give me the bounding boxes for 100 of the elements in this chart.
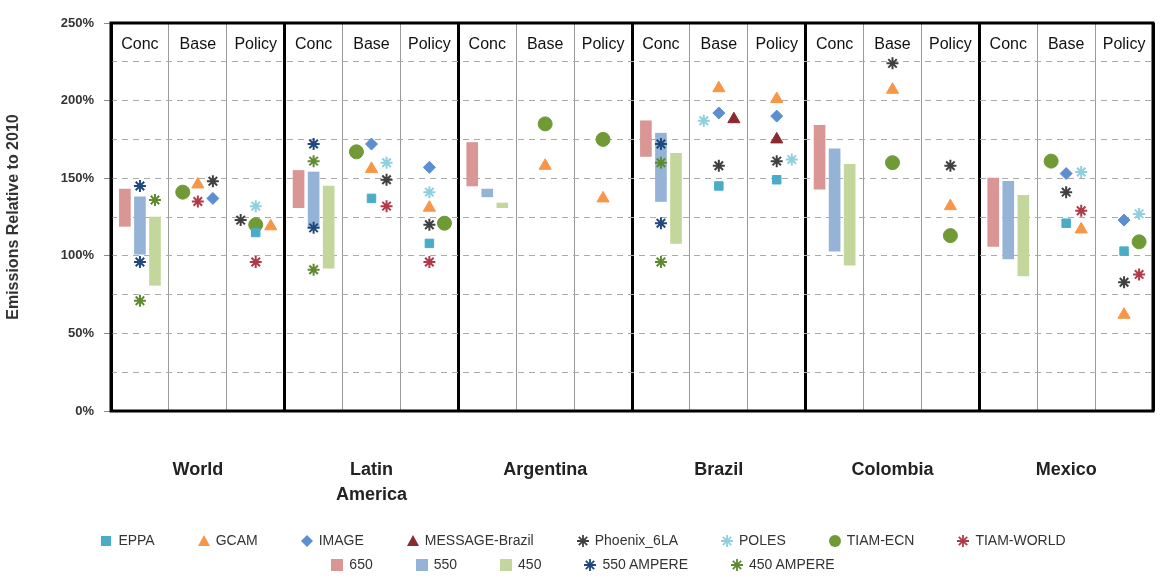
x-tick-label: Base [526, 35, 564, 53]
point [596, 190, 610, 203]
point [885, 56, 900, 71]
point [942, 228, 958, 244]
point [248, 255, 263, 270]
point [595, 131, 611, 147]
point [364, 161, 379, 173]
x-tick-label: Conc [815, 35, 854, 53]
point [885, 155, 900, 171]
point [537, 116, 553, 132]
point [132, 178, 147, 193]
bar [1002, 180, 1015, 260]
x-tick-label: Policy [581, 35, 625, 53]
bar [292, 170, 305, 209]
point [424, 238, 435, 249]
bar [670, 153, 682, 244]
x-tick-label: Base [179, 35, 217, 53]
text: Latin America [335, 458, 409, 504]
point [653, 255, 668, 270]
bar [149, 216, 161, 286]
x-tick-label: Conc [121, 35, 159, 53]
point [770, 91, 784, 104]
x-tick-label: Policy [755, 35, 799, 53]
x-tick-label: Conc [294, 35, 333, 53]
point [653, 155, 668, 170]
point [190, 194, 205, 209]
point [248, 199, 263, 214]
bar [1017, 194, 1030, 277]
point [191, 176, 205, 189]
x-tick-label: Conc [642, 35, 680, 53]
x-tick-label: Base [353, 35, 390, 53]
point [943, 198, 957, 211]
legend-label: 550 [433, 556, 458, 573]
bar [828, 148, 841, 252]
point [653, 137, 668, 152]
legend-label: IMAGE [318, 532, 364, 549]
point [306, 137, 321, 152]
point [653, 216, 668, 231]
point [712, 106, 726, 120]
text: Brazil [694, 458, 744, 479]
point [1059, 185, 1074, 200]
bar [640, 120, 652, 157]
y-tick-label: 250% [60, 14, 95, 30]
legend-label: GCAM [215, 532, 258, 549]
point [1119, 246, 1129, 256]
x-tick-label: Base [700, 35, 738, 53]
text: Mexico [1035, 458, 1097, 479]
x-tick-label: Base [1047, 35, 1085, 53]
point [885, 82, 900, 94]
x-tick-label: Policy [234, 35, 278, 53]
x-tick-label: Policy [408, 35, 451, 53]
point [306, 220, 321, 235]
point [1117, 213, 1131, 227]
y-tick-label: 200% [60, 92, 95, 108]
legend-label: MESSAGE-Brazil [424, 532, 534, 549]
point [306, 154, 321, 169]
point [712, 80, 726, 93]
point [366, 193, 377, 204]
legend-label: 450 AMPERE [749, 556, 835, 573]
bar [481, 188, 494, 198]
text: World [172, 458, 224, 479]
point [365, 137, 378, 151]
bar [134, 196, 146, 255]
point [714, 181, 724, 191]
legend-label: 450 [518, 556, 542, 573]
x-tick-label: Policy [1102, 35, 1146, 53]
point [132, 293, 147, 308]
point [250, 227, 261, 238]
point [1059, 167, 1073, 181]
point [422, 200, 436, 212]
x-tick-label: Conc [468, 35, 506, 53]
x-tick-label: Base [874, 35, 911, 53]
point [769, 154, 784, 169]
point [538, 158, 552, 170]
point [1061, 218, 1071, 228]
y-tick-label: 0% [75, 402, 95, 418]
x-tick-label: Conc [989, 35, 1027, 53]
point [306, 262, 321, 277]
point [711, 158, 726, 173]
text: Argentina [503, 458, 589, 479]
point [422, 185, 437, 200]
y-tick-label: 50% [67, 324, 95, 340]
bar [813, 125, 826, 190]
legend-label: TIAM-WORLD [975, 532, 1066, 549]
bar [843, 163, 856, 266]
y-tick-label: 150% [60, 169, 95, 185]
y-axis-title: Emissions Relative to 2010 [4, 114, 22, 320]
point [770, 109, 784, 123]
point [422, 160, 436, 174]
text: Colombia [851, 458, 935, 479]
point [132, 255, 147, 270]
legend-label: Phoenix_6LA [594, 532, 679, 549]
bar [496, 202, 509, 209]
point [1117, 307, 1131, 319]
legend-label: 650 [349, 556, 373, 573]
bar [322, 185, 335, 269]
bar [119, 188, 131, 227]
bar [987, 177, 1000, 247]
x-tick-label: Policy [929, 35, 972, 53]
legend-label: 550 AMPERE [602, 556, 689, 573]
